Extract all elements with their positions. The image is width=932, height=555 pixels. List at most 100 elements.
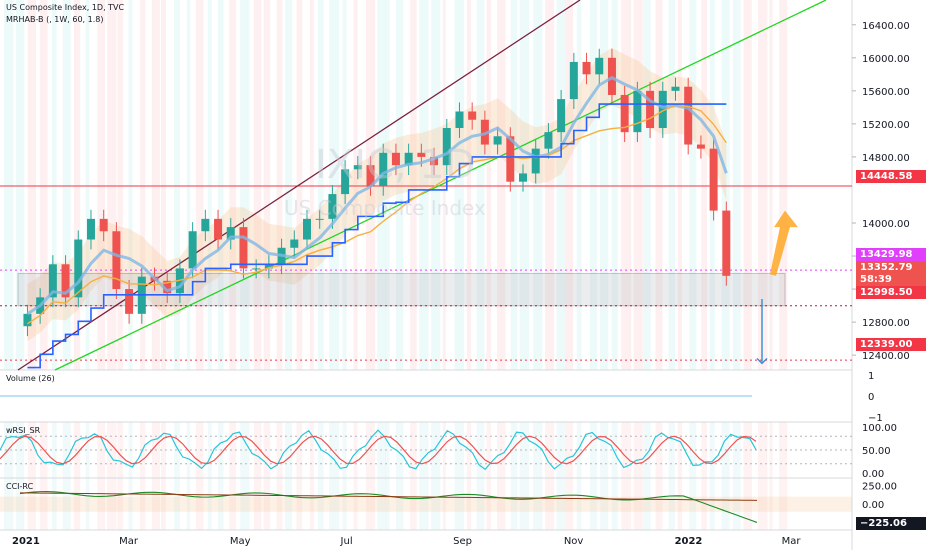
- candle-body: [417, 152, 426, 157]
- session-band: [27, 422, 36, 530]
- indicator-legend[interactable]: MRHAB-B (, 1W, 60, 1.8): [6, 15, 104, 24]
- candle-body: [531, 148, 540, 174]
- session-band: [677, 0, 682, 370]
- candle-body: [252, 268, 261, 270]
- session-band: [689, 0, 697, 370]
- wrsi-pane-title[interactable]: wRSI_SR: [6, 426, 41, 435]
- cci-tick-label: 0.00: [862, 500, 884, 511]
- symbol-legend[interactable]: US Composite Index, 1D, TVC: [6, 3, 125, 12]
- session-band: [97, 422, 106, 530]
- session-band: [576, 422, 582, 530]
- session-band: [556, 422, 565, 530]
- session-band: [27, 0, 36, 370]
- session-band: [701, 0, 707, 370]
- slow-ma-line: [27, 104, 727, 325]
- candle-body: [379, 152, 388, 186]
- fast-ma-line: [26, 75, 728, 316]
- session-band: [732, 422, 741, 530]
- session-band: [174, 422, 180, 530]
- volume-pane-title[interactable]: Volume (26): [6, 374, 55, 383]
- session-band: [486, 422, 491, 530]
- session-band: [721, 422, 730, 530]
- session-band: [39, 422, 48, 530]
- candle-body: [61, 264, 70, 298]
- candle-body: [493, 136, 502, 145]
- cci-band: [0, 496, 852, 512]
- session-band: [709, 422, 715, 530]
- candle-body: [74, 239, 83, 298]
- bar-countdown-tag: 58:39: [856, 273, 926, 286]
- session-band: [207, 0, 212, 370]
- session-band: [758, 0, 768, 370]
- mrhab-cloud: [27, 47, 727, 342]
- session-band: [633, 0, 643, 370]
- candle-body: [658, 90, 667, 129]
- candle-body: [544, 132, 553, 149]
- candle-body: [125, 289, 134, 314]
- session-band: [454, 0, 465, 370]
- session-band: [743, 0, 752, 370]
- session-band: [454, 422, 465, 530]
- price-tag-12339: 12339.00: [856, 338, 926, 351]
- candle-body: [468, 111, 477, 120]
- rsi-signal-line: [0, 435, 757, 465]
- session-band: [677, 422, 682, 530]
- rsi-tick-label: 0.00: [862, 469, 884, 480]
- session-band: [217, 0, 224, 370]
- session-band: [263, 422, 271, 530]
- session-band: [419, 0, 429, 370]
- session-band: [62, 0, 71, 370]
- session-band: [545, 422, 555, 530]
- session-band: [758, 422, 768, 530]
- session-band: [743, 422, 752, 530]
- session-band: [240, 0, 250, 370]
- session-band: [779, 0, 788, 370]
- session-band: [276, 422, 283, 530]
- session-band: [73, 0, 81, 370]
- price-tick-label: 12400.00: [862, 351, 910, 362]
- price-tick-label: 16000.00: [862, 54, 910, 65]
- time-tick-label: Nov: [564, 536, 584, 547]
- session-band: [365, 422, 376, 530]
- session-band: [4, 422, 14, 530]
- session-band: [519, 422, 530, 530]
- cci-tick-label: 250.00: [862, 481, 897, 492]
- session-band: [229, 0, 237, 370]
- candle-body: [23, 313, 32, 327]
- session-band: [466, 422, 472, 530]
- session-band: [486, 0, 491, 370]
- session-band: [576, 0, 582, 370]
- time-tick-label: May: [230, 536, 251, 547]
- candle-body: [646, 90, 655, 129]
- rsi-line: [0, 429, 757, 471]
- session-band: [342, 422, 347, 530]
- rsi-tick-label: 50.00: [862, 446, 891, 457]
- support-zone: [17, 272, 786, 307]
- session-band: [229, 422, 237, 530]
- session-band: [253, 422, 262, 530]
- candle-body: [290, 239, 299, 248]
- grid: [0, 0, 853, 550]
- candle-body: [709, 148, 718, 211]
- session-band: [377, 422, 386, 530]
- candle-body: [519, 173, 528, 182]
- session-band: [16, 0, 25, 370]
- candle-body: [557, 99, 566, 133]
- candle-body: [684, 86, 693, 145]
- session-band: [85, 0, 90, 370]
- price-tick-label: 15600.00: [862, 87, 910, 98]
- session-band: [4, 0, 14, 370]
- session-band: [207, 422, 212, 530]
- cci-pane-title[interactable]: CCI-RC: [6, 482, 34, 491]
- session-band: [611, 422, 618, 530]
- down-arrow-head: [756, 357, 768, 365]
- candle-body: [366, 165, 375, 186]
- volume-tick-label: 0: [868, 392, 874, 403]
- session-band: [466, 0, 472, 370]
- candles: [23, 48, 731, 337]
- session-band: [107, 0, 117, 370]
- candle-body: [671, 86, 680, 91]
- session-band: [151, 422, 160, 530]
- session-band: [769, 0, 773, 370]
